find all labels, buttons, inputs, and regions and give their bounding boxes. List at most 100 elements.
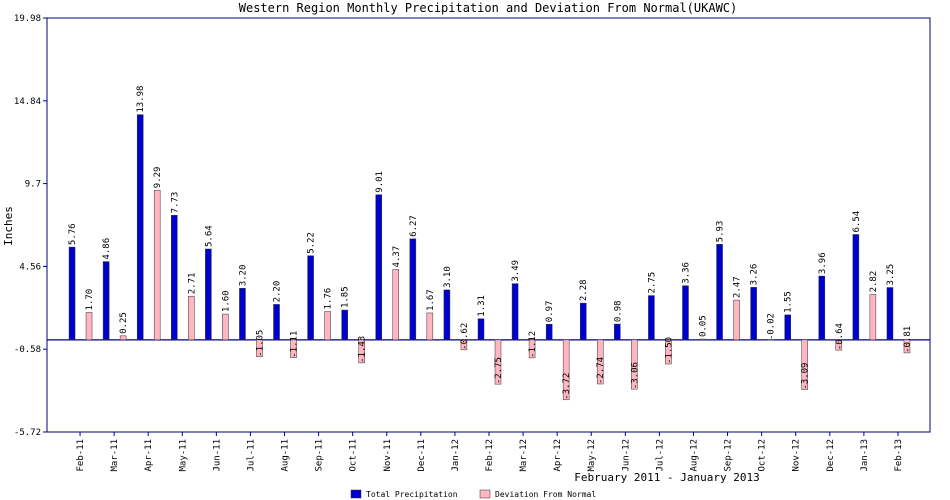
value-label: -0.02 xyxy=(767,313,777,340)
value-label: -0.81 xyxy=(903,326,913,353)
x-tick-label: Aug-12 xyxy=(689,439,699,472)
value-label: -3.72 xyxy=(562,373,572,400)
y-tick-label: -5.72 xyxy=(14,428,41,438)
x-tick-label: Feb-12 xyxy=(485,439,495,472)
value-label: 5.64 xyxy=(204,225,214,247)
bar xyxy=(665,339,672,365)
value-label: 2.71 xyxy=(187,273,197,295)
x-tick-label: May-12 xyxy=(587,439,597,472)
bar xyxy=(273,304,280,341)
value-label: 6.54 xyxy=(852,211,862,233)
value-label: -3.06 xyxy=(630,362,640,389)
value-label: 1.76 xyxy=(324,288,334,310)
value-label: 9.01 xyxy=(375,171,385,193)
value-label: -1.12 xyxy=(528,331,538,358)
value-label: 3.96 xyxy=(818,252,828,274)
x-tick-label: Jan-13 xyxy=(860,439,870,472)
x-tick-label: Apr-11 xyxy=(144,439,154,472)
bar xyxy=(494,339,502,385)
x-tick-label: Aug-11 xyxy=(281,439,291,472)
bar xyxy=(375,194,383,341)
bar xyxy=(852,234,860,341)
x-tick-label: Sep-11 xyxy=(315,439,325,472)
bar xyxy=(477,318,485,341)
legend-swatch xyxy=(479,489,491,499)
plot-frame xyxy=(46,17,931,433)
bar xyxy=(460,339,468,351)
bar xyxy=(392,269,400,341)
bar xyxy=(733,299,740,341)
bar xyxy=(903,339,911,354)
bar xyxy=(886,287,894,341)
x-tick-label: Dec-11 xyxy=(417,439,427,472)
value-label: 1.31 xyxy=(477,295,487,317)
bar xyxy=(119,335,127,341)
value-label: 4.86 xyxy=(102,238,112,260)
value-label: 2.28 xyxy=(579,279,589,301)
bar xyxy=(562,339,570,401)
x-tick-label: Feb-11 xyxy=(76,439,86,472)
x-tick-label: Apr-12 xyxy=(553,439,563,472)
bar xyxy=(631,339,638,390)
bar xyxy=(358,339,365,364)
bar xyxy=(426,312,434,341)
value-label: 5.22 xyxy=(307,232,317,254)
legend-swatch xyxy=(350,489,362,499)
legend-label: Deviation From Normal xyxy=(495,490,596,499)
value-label: -1.50 xyxy=(664,337,674,364)
bar xyxy=(205,248,212,341)
x-tick-label: Mar-12 xyxy=(519,439,529,472)
bar xyxy=(699,338,706,341)
x-tick-label: Nov-11 xyxy=(383,439,393,472)
bar xyxy=(648,295,655,341)
x-axis-title: February 2011 - January 2013 xyxy=(574,471,759,484)
bar xyxy=(136,114,144,341)
value-label: 6.27 xyxy=(409,215,419,237)
value-label: 0.05 xyxy=(698,315,708,337)
bar xyxy=(545,323,553,341)
x-tick-label: Jul-11 xyxy=(246,439,256,472)
bar xyxy=(290,339,297,358)
value-label: 3.10 xyxy=(443,266,453,288)
bar xyxy=(307,255,314,341)
value-label: 1.55 xyxy=(784,291,794,313)
bar xyxy=(682,285,689,341)
bar xyxy=(443,289,451,341)
x-tick-label: Oct-12 xyxy=(758,439,768,472)
value-label: 13.98 xyxy=(136,86,146,113)
x-tick-label: Jun-12 xyxy=(621,439,631,472)
x-tick-label: Jan-12 xyxy=(451,439,461,472)
value-label: -2.74 xyxy=(596,357,606,384)
y-tick-label: -0.58 xyxy=(14,345,41,355)
y-tick-label: 9.7 xyxy=(25,180,41,190)
bar xyxy=(341,309,348,341)
x-tick-label: Mar-11 xyxy=(110,439,120,472)
value-label: 0.25 xyxy=(119,312,129,334)
value-label: 3.49 xyxy=(511,260,521,282)
bar xyxy=(188,295,195,341)
bar xyxy=(324,311,331,341)
x-tick-label: Feb-13 xyxy=(894,439,904,472)
x-tick-label: Sep-12 xyxy=(724,439,734,472)
value-label: 2.20 xyxy=(273,281,283,303)
y-tick-label: 4.56 xyxy=(19,262,41,272)
bar xyxy=(784,314,791,341)
value-label: 9.29 xyxy=(153,167,163,189)
value-label: 1.70 xyxy=(85,289,95,311)
value-label: 2.47 xyxy=(733,276,743,298)
chart-title: Western Region Monthly Precipitation and… xyxy=(239,1,738,15)
bar xyxy=(171,215,178,341)
bar xyxy=(869,294,877,341)
value-label: -1.11 xyxy=(290,331,300,358)
bar xyxy=(818,275,826,341)
x-tick-label: Jul-12 xyxy=(655,439,665,472)
bar xyxy=(409,238,417,341)
value-label: -0.64 xyxy=(835,323,845,350)
bar xyxy=(68,246,76,341)
value-label: 1.85 xyxy=(341,286,351,308)
value-label: 1.60 xyxy=(221,290,231,312)
value-label: 5.76 xyxy=(68,223,78,245)
value-label: -2.75 xyxy=(494,357,504,384)
value-label: -3.09 xyxy=(801,363,811,390)
